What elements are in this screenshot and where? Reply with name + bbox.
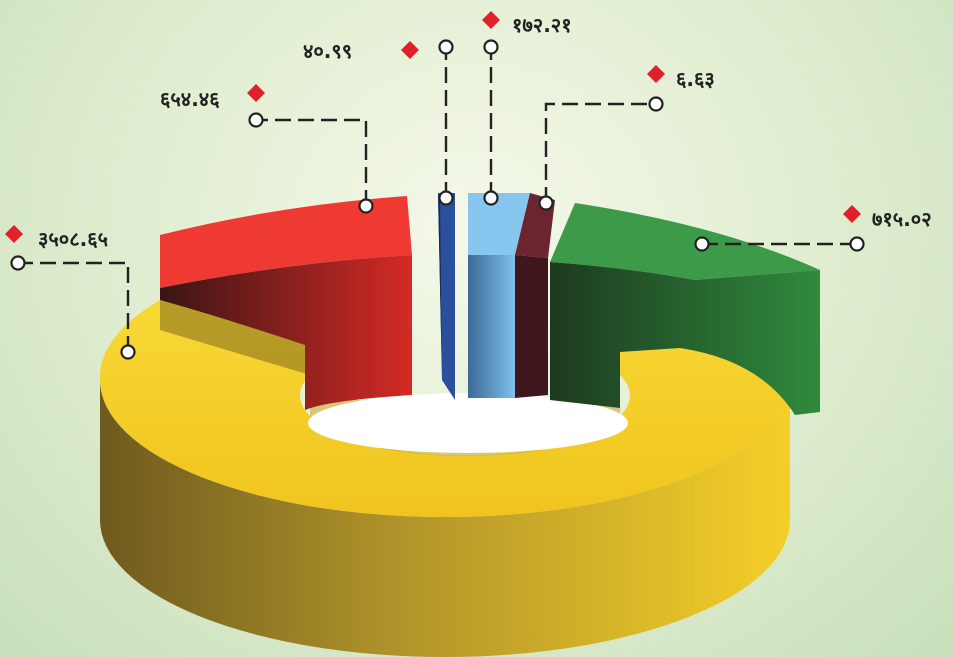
callout-anchor-dot (538, 195, 554, 211)
diamond-marker (5, 225, 23, 243)
callout-end-dot (849, 236, 865, 252)
callout-1: ६५४.४६ (160, 84, 374, 214)
callout-0: ३५०८.६५ (5, 225, 136, 360)
callout-3: १७२.२१ (482, 11, 572, 206)
slice-label: ७१५.०२ (872, 207, 932, 231)
slice-1 (160, 196, 412, 410)
callout-2: ४०.९९ (303, 39, 454, 206)
slice-label: ३५०८.६५ (38, 227, 108, 251)
callout-end-dot (10, 255, 26, 271)
callout-end-dot (648, 96, 664, 112)
slice-label: १७२.२१ (512, 13, 572, 37)
diamond-marker (482, 11, 500, 29)
diamond-marker (401, 41, 419, 59)
callout-end-dot (438, 39, 454, 55)
diamond-marker (647, 65, 665, 83)
diamond-marker (843, 205, 861, 223)
callout-end-dot (248, 112, 264, 128)
slice-label: ६.६३ (676, 67, 715, 91)
callout-anchor-dot (438, 190, 454, 206)
callout-4: ६.६३ (538, 65, 715, 211)
slice-2 (438, 193, 455, 400)
slice-0 (99, 300, 790, 657)
callout-anchor-dot (694, 236, 710, 252)
callout-anchor-dot (358, 198, 374, 214)
slice-5 (550, 203, 820, 415)
callout-5: ७१५.०२ (694, 205, 932, 252)
callout-anchor-dot (483, 190, 499, 206)
slice-label: ६५४.४६ (160, 87, 220, 111)
slice-label: ४०.९९ (303, 39, 352, 63)
callout-anchor-dot (120, 344, 136, 360)
callout-end-dot (483, 39, 499, 55)
diamond-marker (247, 84, 265, 102)
slice-3 (468, 193, 530, 398)
